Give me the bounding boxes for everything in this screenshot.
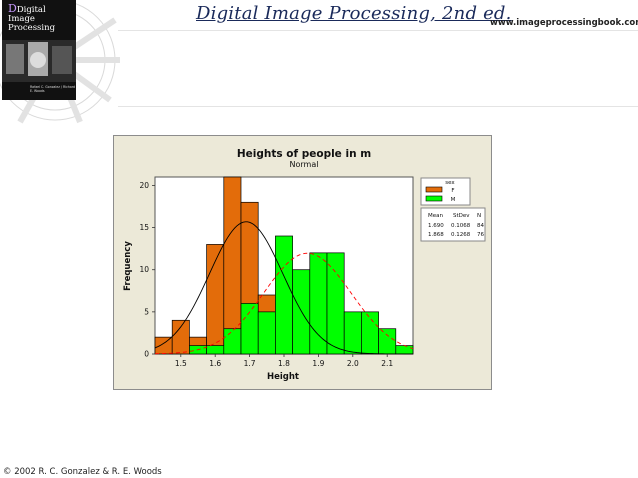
book-title-line2: Image (8, 14, 35, 24)
book-title-line1: Digital (16, 5, 46, 15)
stats-f-mean: 1.690 (428, 223, 444, 229)
cover-art (2, 40, 76, 82)
book-authors: Rafael C. Gonzalez / Richard E. Woods (30, 85, 76, 93)
chart-title: Heights of people in m (237, 148, 371, 160)
series-m-bars (189, 235, 414, 355)
bar-f-0 (154, 336, 173, 355)
stats-m-mean: 1.868 (428, 232, 444, 238)
stats-f-n: 84 (477, 223, 484, 229)
stats-header-stdev: StDev (453, 213, 470, 219)
x-axis: 1.5 1.6 1.7 1.8 1.9 2.0 2.1 (175, 354, 393, 368)
bar-m-1 (206, 345, 225, 355)
legend-swatch-f (425, 186, 443, 193)
stats-header-n: N (477, 213, 481, 219)
y-tick-label-2: 10 (139, 265, 149, 274)
bar-m-8 (326, 252, 345, 355)
y-axis: 0 5 10 15 20 (139, 181, 155, 359)
page-title: Digital Image Processing, 2nd ed. (196, 3, 512, 24)
fit-curves (154, 221, 414, 355)
histogram-figure: Heights of people in m Normal 1.5 1.6 1.7 1… (113, 135, 492, 390)
stats-m-n: 76 (477, 232, 484, 238)
book-cover-title: DDigital Image Processing (8, 2, 56, 33)
bar-f-4 (223, 176, 242, 355)
y-tick-label-3: 15 (139, 223, 149, 232)
legend-swatch-m (425, 195, 443, 202)
stats-table: Mean StDev N 1.690 0.1068 84 1.868 0.126… (420, 207, 486, 242)
bar-m-10 (361, 311, 379, 355)
legend: sex F M (420, 177, 471, 206)
x-tick-label-5: 2.0 (347, 359, 359, 368)
header-divider-lower (118, 106, 638, 107)
legend-title: sex (445, 180, 455, 186)
y-axis-label: Frequency (123, 241, 133, 291)
bar-m-4 (257, 311, 276, 355)
stats-m-stdev: 0.1268 (451, 232, 471, 238)
stats-f-stdev: 0.1068 (451, 223, 471, 229)
header: DDigital Image Processing Rafael C. Gonz… (0, 0, 638, 124)
chart-subtitle: Normal (290, 160, 319, 169)
bar-m-7 (309, 252, 328, 355)
y-tick-label-1: 5 (144, 307, 149, 316)
histogram-chart: Heights of people in m Normal 1.5 1.6 1.7 1… (113, 135, 492, 390)
stats-header-mean: Mean (428, 213, 443, 219)
y-tick-label-0: 0 (144, 350, 149, 359)
x-tick-label-6: 2.1 (381, 359, 393, 368)
book-cover-image: DDigital Image Processing Rafael C. Gonz… (2, 0, 76, 100)
x-axis-label: Height (267, 372, 299, 382)
x-tick-label-0: 1.5 (175, 359, 187, 368)
legend-label-m: M (451, 197, 456, 203)
x-tick-label-4: 1.9 (312, 359, 324, 368)
bar-f-1 (171, 319, 190, 355)
legend-label-f: F (451, 188, 454, 194)
x-tick-label-3: 1.8 (278, 359, 290, 368)
book-title-line3: Processing (8, 23, 56, 33)
bar-m-2 (223, 328, 242, 355)
y-tick-label-4: 20 (139, 181, 149, 190)
website-url[interactable]: www.imageprocessingbook.com (490, 18, 638, 28)
bar-m-12 (395, 345, 414, 355)
bar-m-9 (343, 311, 362, 355)
bar-m-6 (292, 269, 311, 355)
header-divider (118, 30, 638, 31)
copyright-footer: © 2002 R. C. Gonzalez & R. E. Woods (3, 467, 162, 477)
bar-m-3 (240, 303, 259, 355)
fit-curve-m (154, 252, 414, 355)
bar-m-5 (275, 235, 293, 355)
stats-table-box (420, 207, 486, 242)
fit-curve-f (154, 221, 414, 355)
x-tick-label-1: 1.6 (209, 359, 221, 368)
x-tick-label-2: 1.7 (244, 359, 256, 368)
bar-m-11 (378, 328, 397, 355)
